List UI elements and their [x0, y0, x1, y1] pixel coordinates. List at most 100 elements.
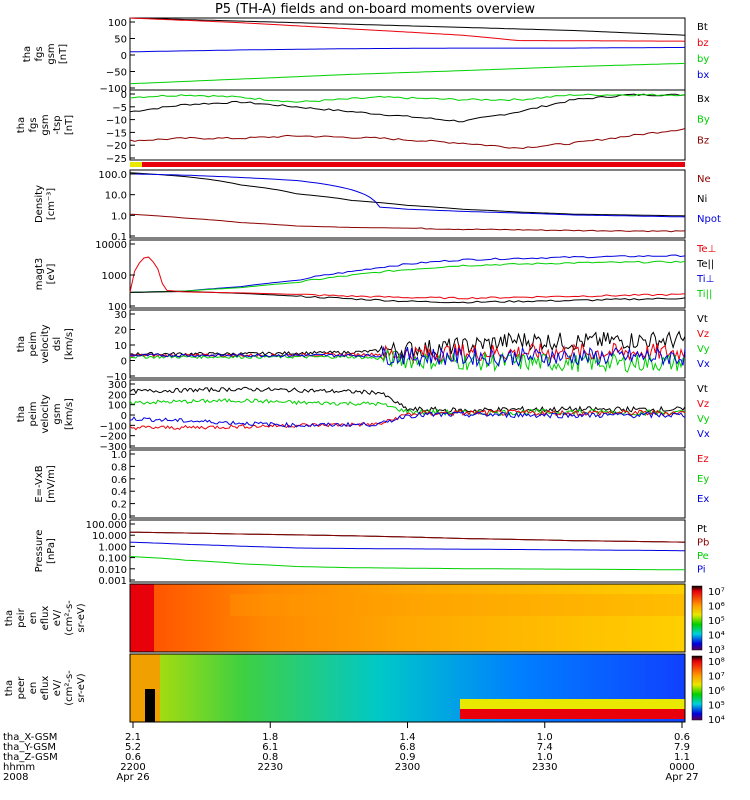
legend-entry: bz [697, 38, 709, 49]
y-axis-label: gsm [52, 403, 63, 424]
y-tick-label: 100 [108, 401, 127, 412]
legend-entry: Vz [697, 399, 709, 410]
y-tick-label: 1000 [102, 271, 127, 282]
x-tick-label: Apr 27 [665, 772, 698, 783]
legend-entry: Ex [697, 494, 709, 505]
x-tick-label: 0.9 [400, 752, 416, 763]
colorbar-label: 10⁸ [708, 657, 725, 668]
legend-entry: By [697, 115, 710, 126]
y-tick-label: 100 [108, 18, 127, 29]
series-line-Npot [129, 173, 686, 218]
y-tick-label: 0.8 [111, 462, 127, 473]
y-tick-label: −5 [112, 103, 127, 114]
x-tick-label: 7.9 [674, 742, 690, 753]
y-tick-label: −100 [100, 84, 127, 95]
series-line-Bt [129, 17, 686, 36]
legend-entry: Vt [697, 314, 708, 325]
series-line-Vz [129, 409, 686, 431]
colorbar-label: 10⁴ [708, 715, 725, 726]
ephemeris-row-label: 2008 [3, 772, 28, 783]
x-tick-label: 0.6 [125, 752, 141, 763]
x-tick-label: 1.0 [537, 732, 553, 743]
y-axis-label: eflux [40, 606, 51, 631]
legend-entry: Vt [697, 384, 708, 395]
spectrogram-gap [145, 689, 155, 722]
panel-frame [129, 169, 686, 239]
y-tick-label: 100.0 [98, 170, 127, 181]
y-axis-label: [nT] [58, 44, 69, 64]
spectrogram-early-block [130, 584, 154, 652]
status-bar [142, 162, 685, 167]
y-tick-label: 30 [114, 310, 127, 321]
y-tick-label: 200 [108, 390, 127, 401]
series-line-bx [129, 46, 686, 53]
panel-3: 100.0 10.0 1.0 0.1 Ne Ni Npot Density [cm⁻³] [34, 169, 721, 243]
y-tick-label: 20 [114, 326, 127, 337]
panel-frame [129, 17, 686, 91]
x-tick-label: 7.4 [537, 742, 553, 753]
series-line-Vt [129, 330, 686, 359]
legend-entry: Vy [697, 414, 710, 425]
ephemeris-row-label: hhmm [3, 762, 35, 773]
legend-entry: Vz [697, 329, 709, 340]
legend-entry: Ey [697, 474, 709, 485]
y-axis-label: [nPa] [46, 538, 57, 564]
y-tick-label: −10 [106, 372, 127, 383]
y-axis-label: tha [16, 117, 27, 133]
colorbar-label: 10⁵ [708, 701, 725, 712]
y-tick-label: 100.000 [86, 520, 127, 531]
y-tick-label: 0.100 [98, 554, 127, 565]
y-axis-label: tha [16, 406, 27, 422]
y-axis-label: tha [4, 610, 15, 626]
ephemeris-row-label: tha_Y-GSM [3, 742, 56, 753]
series-line-Vy [129, 348, 686, 373]
panel-1: 100 50 0 −50 −100 Bt bz by bx tha fgs gsm [nT] [22, 17, 709, 95]
series-line-Bx [129, 93, 686, 123]
legend-entry: Ti⊥ [696, 274, 714, 285]
y-tick-label: −25 [106, 154, 127, 165]
x-tick-label: 2200 [120, 762, 145, 773]
series-line-Te⊥ [129, 256, 686, 300]
y-axis-label: en [28, 682, 39, 695]
series-line-Ne [129, 213, 686, 233]
x-tick-label: 1.1 [674, 752, 690, 763]
y-tick-label: 1.0 [111, 211, 127, 222]
y-axis-label: (cm²-s- [64, 600, 75, 636]
y-axis-label: velocity [40, 394, 51, 433]
y-tick-label: 10.000 [92, 531, 127, 542]
y-tick-label: −50 [106, 68, 127, 79]
y-axis-label: peir [16, 607, 27, 627]
colorbar-label: 10⁴ [708, 631, 725, 642]
legend-entry: Bx [697, 94, 710, 105]
legend-entry: Te⊥ [696, 244, 716, 255]
y-axis-label: fgs [28, 117, 39, 132]
y-tick-label: 10000 [95, 240, 127, 251]
colorbar-label: 10⁷ [708, 587, 725, 598]
y-tick-label: 10.0 [105, 191, 127, 202]
legend-entry: Ne [697, 174, 711, 185]
series-line-Bz [129, 128, 686, 150]
y-tick-label: 300 [108, 380, 127, 391]
spectrogram-mid-band [460, 699, 685, 709]
y-tick-label: 0.4 [111, 487, 127, 498]
y-tick-label: −200 [100, 432, 127, 443]
y-tick-label: 10 [114, 341, 127, 352]
x-tick-label: 2300 [395, 762, 420, 773]
y-tick-label: 0.010 [98, 565, 127, 576]
panel-frame [129, 239, 686, 309]
panel-7: 1.00.8 0.60.4 0.20.0 Ez Ey Ex E=-VxB [mV/m] [34, 449, 709, 523]
y-tick-label: −10 [106, 116, 127, 127]
y-axis-label: -tsp [52, 115, 63, 134]
series-line-Ti⊥ [129, 254, 686, 293]
legend-entry: Pb [697, 538, 709, 549]
legend-entry: bx [697, 70, 709, 81]
y-axis-label: Pressure [34, 530, 45, 573]
spectrogram-band [230, 594, 685, 616]
y-axis-label: tha [16, 336, 27, 352]
x-tick-label: 0000 [669, 762, 694, 773]
y-tick-label: 0 [121, 411, 127, 422]
colorbar-label: 10⁶ [708, 602, 725, 613]
y-tick-label: 0.1 [111, 232, 127, 243]
x-tick-label: 6.8 [400, 742, 416, 753]
